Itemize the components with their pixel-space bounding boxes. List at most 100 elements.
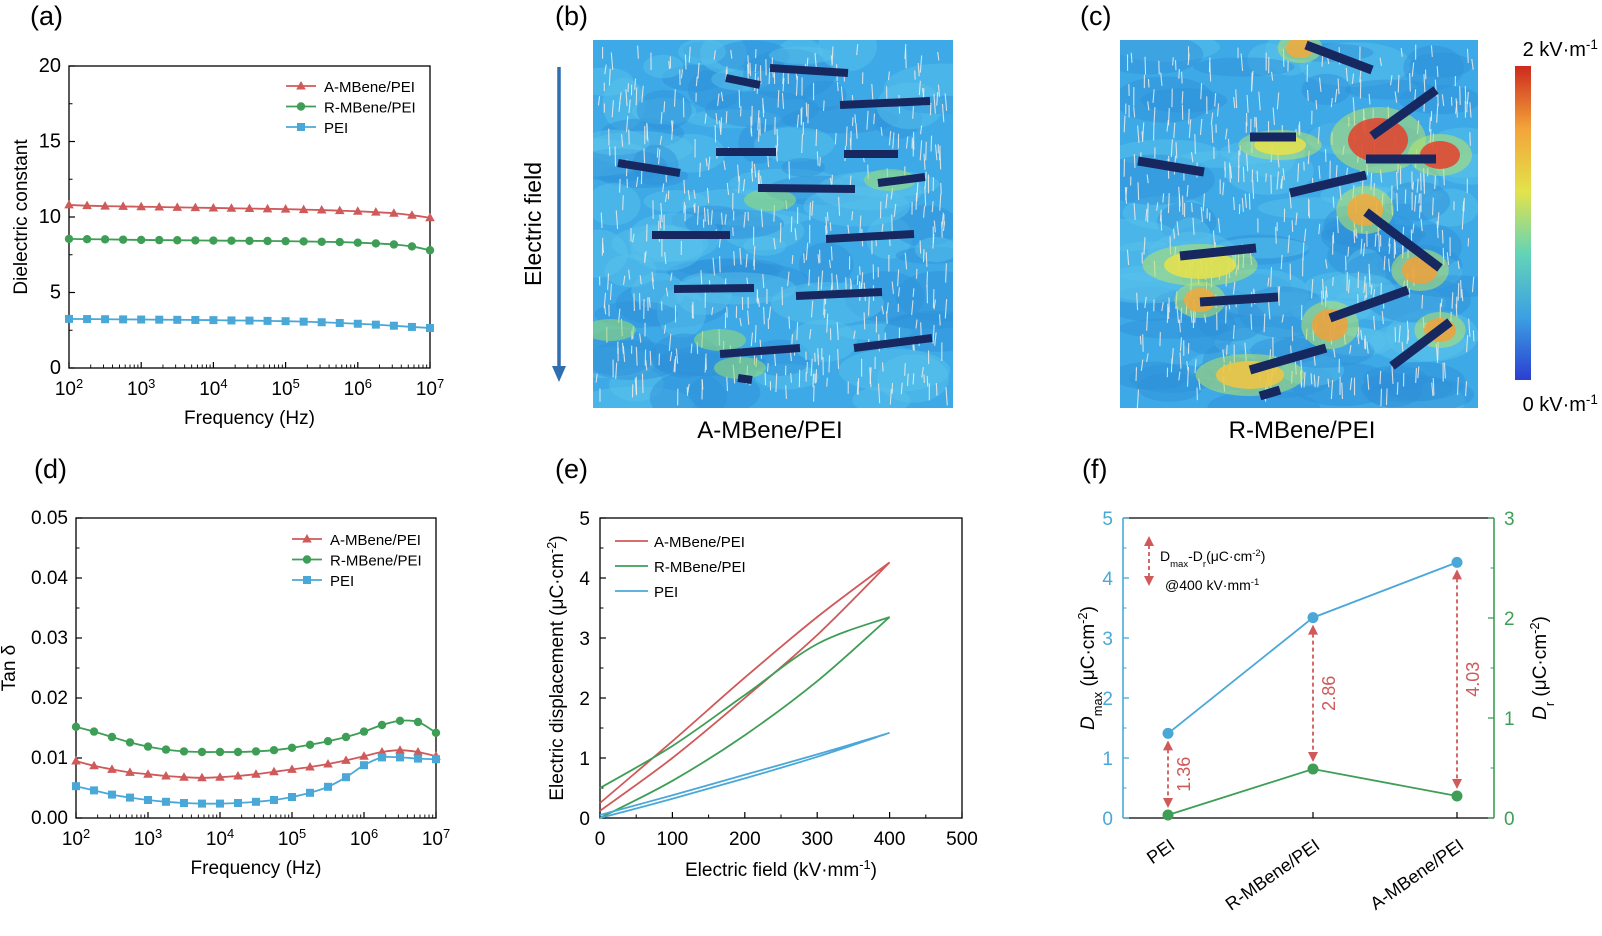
field-streamline [732, 227, 734, 236]
data-point [299, 237, 308, 246]
field-streamline [1137, 182, 1140, 201]
field-streamline [1432, 377, 1435, 396]
data-point [305, 740, 315, 749]
data-point [71, 756, 81, 765]
field-region [593, 130, 693, 166]
field-streamline [919, 55, 923, 73]
field-streamline [718, 120, 722, 135]
y-tick-label: 0.04 [31, 568, 68, 589]
data-point [90, 786, 99, 795]
arrow-label: Electric field [520, 162, 546, 286]
field-streamline [1167, 193, 1170, 214]
field-streamline [760, 208, 764, 228]
x-tick-label-part: 10 [416, 379, 437, 400]
field-streamline [887, 71, 891, 81]
field-streamline [1469, 102, 1472, 118]
field-region [593, 183, 641, 226]
y-tick-label: 0.05 [31, 508, 68, 529]
field-streamline [868, 295, 870, 316]
data-point [216, 799, 224, 808]
field-streamline [1412, 181, 1414, 191]
x-tick-label-part: 5 [299, 826, 306, 841]
field-streamline [831, 273, 833, 290]
data-point [71, 722, 81, 731]
data-point [431, 728, 441, 737]
data-point [100, 201, 110, 210]
field-streamline [1233, 96, 1236, 109]
right-axis-title: Dr (μC·cm-2) [1527, 616, 1557, 720]
field-streamline [912, 373, 915, 385]
dmax-point [1307, 612, 1319, 624]
field-streamline [1156, 202, 1159, 211]
mbene-sheet [1363, 208, 1443, 272]
field-streamline [1227, 138, 1230, 153]
field-streamline [889, 388, 892, 405]
field-streamline [1192, 217, 1195, 235]
field-region [1122, 195, 1210, 230]
colorbar-min-label-part: 0 kV·m [1523, 394, 1586, 416]
field-hotspot [593, 319, 636, 341]
field-streamline [607, 273, 610, 290]
field-streamline [1471, 276, 1475, 293]
field-hotspot [744, 189, 796, 211]
field-region [675, 272, 732, 316]
field-streamline [726, 376, 729, 392]
left-axis-title-part: (μC·cm [1078, 624, 1099, 692]
field-region [887, 313, 953, 330]
legend-line2: @400 kV·mm-1 [1165, 577, 1259, 594]
field-region [699, 40, 747, 74]
field-streamline [1332, 276, 1334, 286]
x-tick-label: 200 [729, 829, 761, 850]
field-streamline [1318, 223, 1321, 235]
field-streamline [819, 157, 821, 167]
field-streamline [1187, 53, 1190, 66]
x-tick-label-part: 4 [227, 826, 234, 841]
field-streamline [845, 126, 848, 147]
field-streamline [1396, 382, 1399, 395]
dmax-point [1162, 727, 1174, 739]
field-streamline [1152, 89, 1155, 103]
field-streamline [1159, 209, 1162, 222]
field-streamline [932, 233, 935, 249]
field-streamline [704, 353, 707, 373]
legend-arrow-head-up [1144, 536, 1154, 546]
mbene-sheet [617, 159, 681, 177]
data-point [209, 236, 218, 245]
field-streamline [941, 212, 944, 228]
data-point [324, 782, 333, 791]
field-streamline [717, 93, 720, 107]
field-streamline [1124, 187, 1128, 204]
field-streamline [781, 92, 785, 109]
field-streamline [1383, 255, 1386, 271]
difference-label: 2.86 [1319, 676, 1339, 711]
field-streamline [1303, 371, 1306, 388]
field-streamline [926, 271, 929, 288]
field-region [790, 319, 858, 363]
field-streamline [905, 136, 909, 149]
y-axis-title: Tan δ [0, 645, 20, 692]
field-streamline [660, 111, 663, 124]
x-tick-label-part: 10 [422, 829, 443, 850]
field-streamline [1281, 314, 1284, 323]
field-region [656, 287, 707, 338]
field-streamline [1146, 174, 1149, 184]
field-streamline [855, 123, 858, 139]
field-streamline [1412, 223, 1415, 234]
mbene-sheet [737, 374, 753, 384]
field-streamline [936, 92, 939, 106]
field-streamline [937, 84, 941, 97]
field-region [798, 242, 854, 287]
field-streamline [1202, 193, 1205, 212]
y-tick-label: 2 [579, 689, 590, 710]
field-streamline [1388, 243, 1391, 254]
x-tick-label: 0 [595, 829, 606, 850]
field-streamline [753, 163, 757, 178]
data-point [209, 316, 218, 325]
field-streamline [639, 275, 642, 285]
difference-arrow-head-up [1163, 740, 1173, 751]
legend-label: R-MBene/PEI [654, 559, 746, 576]
data-point [143, 742, 153, 751]
field-streamline [700, 270, 703, 285]
field-streamline [1179, 352, 1182, 369]
field-streamline [1436, 103, 1439, 123]
